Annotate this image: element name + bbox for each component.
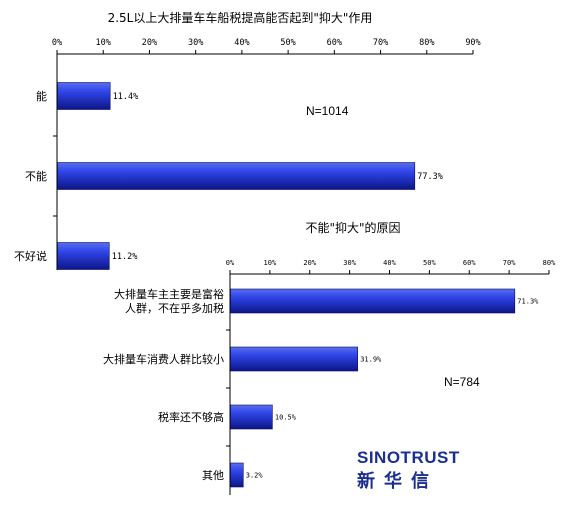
x-tick-label: 50% <box>280 38 295 48</box>
bar <box>57 82 111 110</box>
chart-1: 2.5L以上大排量车车船税提高能否起到"抑大"作用 0% 10% 20% 30% 40% 5… <box>14 10 481 270</box>
x-tick-label: 60% <box>463 259 476 267</box>
bar <box>230 462 244 488</box>
data-label: 10.5% <box>275 413 297 421</box>
x-tick-label: 80% <box>543 259 556 267</box>
category-label: 其他 <box>202 469 224 482</box>
category-label: 大排量车主主要是富裕 <box>114 287 224 301</box>
category-label: 税率还不够高 <box>158 410 224 424</box>
bar <box>230 288 516 314</box>
x-tick-label: 20% <box>142 38 157 48</box>
bar <box>57 162 416 190</box>
bar <box>230 404 273 430</box>
data-label: 11.2% <box>112 252 138 262</box>
chart-title: 2.5L以上大排量车车船税提高能否起到"抑大"作用 <box>108 10 373 25</box>
x-tick-label: 0% <box>52 38 62 48</box>
x-tick-label: 30% <box>343 259 356 267</box>
x-tick-label: 70% <box>503 259 516 267</box>
x-tick-label: 30% <box>188 38 203 48</box>
x-tick-label: 70% <box>373 38 388 48</box>
x-tick-label: 0% <box>226 259 235 267</box>
x-tick-label: 40% <box>234 38 249 48</box>
data-label: 31.9% <box>360 355 382 363</box>
chart-title: 不能"抑大"的原因 <box>305 220 400 235</box>
data-label: 71.3% <box>517 297 539 305</box>
brand-name-cn: 新华信 <box>357 471 438 491</box>
x-tick-label: 90% <box>465 38 480 48</box>
x-tick-label: 50% <box>423 259 436 267</box>
x-tick-label: 40% <box>383 259 396 267</box>
category-label: 人群，不在乎多加税 <box>125 301 224 315</box>
chart-2: 不能"抑大"的原因 0% 10% 20% 30% 40% 50% 60% 70% 80% 大排量车主… <box>103 220 556 495</box>
x-tick-label: 10% <box>96 38 111 48</box>
sample-size-note: N=784 <box>444 375 480 389</box>
data-label: 77.3% <box>417 172 443 182</box>
brand-name-en: SINOTRUST <box>357 448 460 467</box>
bar <box>57 242 110 270</box>
bar <box>230 346 359 372</box>
category-label: 不好说 <box>14 249 47 263</box>
sample-size-note: N=1014 <box>306 104 349 118</box>
brand-logo: SINOTRUST 新华信 <box>357 448 460 493</box>
x-tick-label: 10% <box>264 259 277 267</box>
category-label: 不能 <box>25 169 47 183</box>
data-label: 11.4% <box>113 92 139 102</box>
data-label: 3.2% <box>246 471 264 479</box>
x-tick-label: 80% <box>419 38 434 48</box>
x-tick-label: 60% <box>327 38 342 48</box>
x-tick-label: 20% <box>303 259 316 267</box>
category-label: 大排量车消费人群比较小 <box>103 352 224 366</box>
category-label: 能 <box>36 89 47 103</box>
